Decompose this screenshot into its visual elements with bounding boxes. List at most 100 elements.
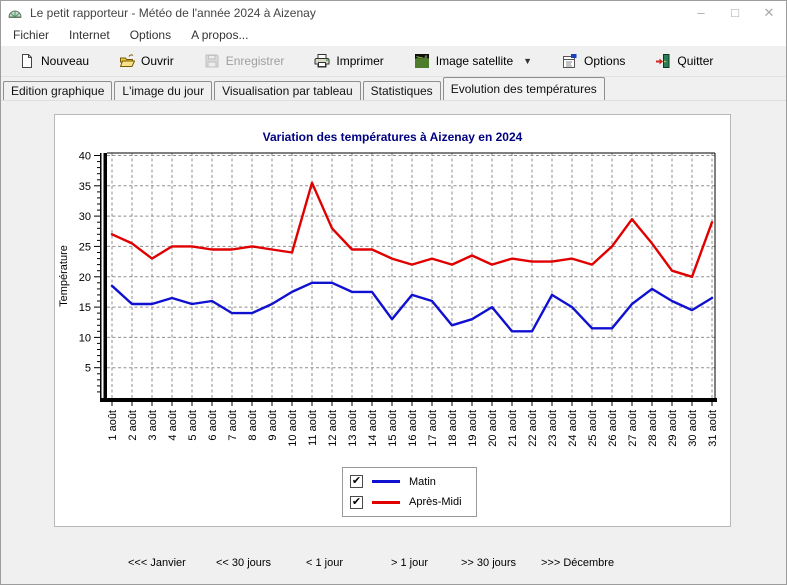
svg-text:15 août: 15 août — [387, 410, 399, 447]
svg-text:22 août: 22 août — [527, 410, 539, 447]
close-button[interactable]: ✕ — [763, 4, 775, 20]
legend-line-swatch — [372, 480, 400, 484]
svg-text:30 août: 30 août — [687, 410, 699, 447]
app-icon — [7, 5, 23, 21]
tab-edition-graphique[interactable]: Edition graphique — [3, 81, 113, 100]
svg-text:12 août: 12 août — [327, 410, 339, 447]
svg-text:17 août: 17 août — [427, 410, 439, 447]
new-document-icon — [19, 53, 35, 69]
chart-panel: Variation des températures à Aizenay en … — [54, 114, 731, 527]
legend-label: Matin — [409, 475, 436, 488]
toolbar: Nouveau Ouvrir Enregistrer Imprimer Image sa… — [1, 46, 786, 77]
svg-text:28 août: 28 août — [647, 410, 659, 447]
exit-door-icon — [655, 53, 671, 69]
svg-text:31 août: 31 août — [707, 410, 719, 447]
toolbar-button-imprimer[interactable]: Imprimer — [306, 51, 391, 71]
toolbar-button-image-satellite[interactable]: Image satellite ▼ — [406, 51, 540, 71]
svg-text:6 août: 6 août — [207, 410, 219, 441]
svg-text:29 août: 29 août — [667, 410, 679, 447]
tab-visualisation-par-tableau[interactable]: Visualisation par tableau — [214, 81, 361, 100]
options-icon — [562, 53, 578, 69]
svg-text:9 août: 9 août — [267, 410, 279, 441]
svg-text:1 août: 1 août — [107, 410, 119, 441]
tab-page: Variation des températures à Aizenay en … — [1, 100, 786, 584]
svg-text:8 août: 8 août — [247, 410, 259, 441]
satellite-image-icon — [414, 53, 430, 69]
temperature-chart: 5 10 15 20 25 30 35 40 1 août 2 août 3 août 4 août 5… — [58, 151, 719, 447]
legend-item-matin: ✔ Matin — [350, 475, 476, 489]
nav-décembre[interactable]: >>> Décembre — [541, 557, 615, 569]
svg-text:20 août: 20 août — [487, 410, 499, 447]
toolbar-button-enregistrer: Enregistrer — [196, 51, 293, 71]
window-title: Le petit rapporteur - Météo de l'année 2… — [30, 5, 316, 20]
svg-text:27 août: 27 août — [627, 410, 639, 447]
svg-text:18 août: 18 août — [447, 410, 459, 447]
toolbar-button-label: Ouvrir — [141, 54, 174, 68]
nav-janvier[interactable]: <<< Janvier — [128, 557, 186, 569]
menu-fichier[interactable]: Fichier — [13, 28, 50, 42]
chevron-down-icon[interactable]: ▼ — [523, 56, 533, 66]
toolbar-button-label: Nouveau — [41, 54, 90, 68]
svg-text:26 août: 26 août — [607, 410, 619, 447]
svg-text:4 août: 4 août — [167, 410, 179, 441]
legend-label: Après-Midi — [409, 496, 462, 509]
legend-item-après-midi: ✔ Après-Midi — [350, 495, 476, 509]
chart-legend: ✔ Matin ✔ Après-Midi — [342, 467, 477, 517]
svg-text:10: 10 — [79, 332, 91, 344]
svg-text:7 août: 7 août — [227, 410, 239, 441]
toolbar-button-nouveau[interactable]: Nouveau — [11, 51, 97, 71]
toolbar-button-label: Imprimer — [336, 54, 384, 68]
title-bar: Le petit rapporteur - Météo de l'année 2… — [1, 1, 786, 24]
svg-text:24 août: 24 août — [567, 410, 579, 447]
svg-text:5: 5 — [85, 363, 91, 375]
toolbar-button-options[interactable]: Options — [554, 51, 633, 71]
checkbox-matin[interactable]: ✔ — [350, 475, 363, 489]
minimize-button[interactable]: – — [697, 5, 705, 20]
checkbox-après-midi[interactable]: ✔ — [350, 495, 363, 509]
legend-line-swatch — [372, 500, 400, 504]
svg-text:11 août: 11 août — [307, 410, 319, 446]
svg-text:15: 15 — [79, 302, 91, 314]
svg-text:21 août: 21 août — [507, 410, 519, 447]
tab-bar: Edition graphique L'image du jour Visualis… — [1, 77, 786, 100]
tab-l-image-du-jour[interactable]: L'image du jour — [114, 81, 213, 100]
maximize-button[interactable]: □ — [731, 5, 739, 20]
toolbar-button-label: Quitter — [677, 54, 714, 68]
svg-text:25: 25 — [79, 241, 91, 253]
svg-text:13 août: 13 août — [347, 410, 359, 447]
toolbar-button-label: Options — [584, 54, 626, 68]
save-icon — [204, 53, 220, 69]
menu-a-propos[interactable]: A propos... — [191, 28, 249, 42]
menu-internet[interactable]: Internet — [69, 28, 110, 42]
nav-1-jour[interactable]: > 1 jour — [391, 557, 428, 569]
printer-icon — [314, 53, 330, 69]
svg-text:10 août: 10 août — [287, 410, 299, 447]
toolbar-button-label: Image satellite — [435, 54, 514, 68]
window-controls: – □ ✕ — [684, 1, 786, 24]
toolbar-button-quitter[interactable]: Quitter — [647, 51, 721, 71]
svg-text:2 août: 2 août — [127, 410, 139, 441]
tab-statistiques[interactable]: Statistiques — [362, 81, 441, 100]
tab-evolution-des-températures[interactable]: Evolution des températures — [442, 77, 605, 100]
svg-text:35: 35 — [79, 181, 91, 193]
svg-text:20: 20 — [79, 272, 91, 284]
toolbar-button-label: Enregistrer — [225, 54, 285, 68]
svg-text:30: 30 — [79, 211, 91, 223]
svg-text:14 août: 14 août — [367, 410, 379, 447]
svg-text:Température: Température — [58, 245, 70, 307]
svg-text:23 août: 23 août — [547, 410, 559, 447]
menu-bar: Fichier Internet Options A propos... — [1, 24, 786, 46]
svg-text:5 août: 5 août — [187, 410, 199, 441]
svg-text:25 août: 25 août — [587, 410, 599, 447]
nav-30-jours[interactable]: >> 30 jours — [461, 557, 517, 569]
svg-text:40: 40 — [79, 151, 91, 163]
chart-title: Variation des températures à Aizenay en … — [262, 130, 523, 144]
nav-30-jours[interactable]: << 30 jours — [216, 557, 272, 569]
svg-text:3 août: 3 août — [147, 410, 159, 441]
svg-text:19 août: 19 août — [467, 410, 479, 447]
open-folder-icon — [119, 53, 136, 69]
toolbar-button-ouvrir[interactable]: Ouvrir — [111, 51, 182, 71]
menu-options[interactable]: Options — [129, 28, 172, 42]
nav-1-jour[interactable]: < 1 jour — [306, 557, 343, 569]
